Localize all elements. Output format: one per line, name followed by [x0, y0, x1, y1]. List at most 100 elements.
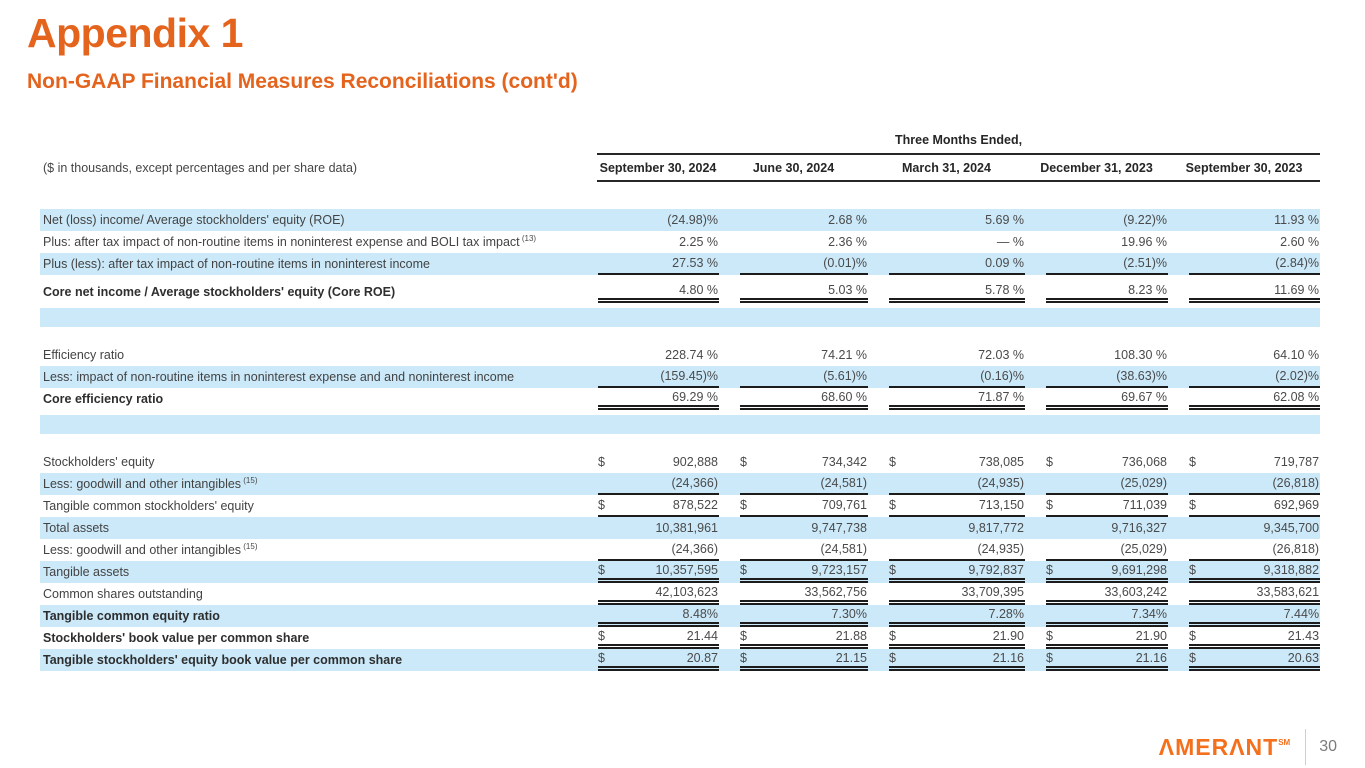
cell-value: 2.68 % [828, 213, 867, 227]
cell-value: 21.16 [1135, 650, 1167, 665]
table-row: Core efficiency ratio 69.29 % 68.60 % 71.87… [40, 388, 1321, 413]
table-row: Stockholders' equity $902,888 $734,342 $738… [40, 451, 1321, 473]
cell-value: 9,716,327 [1111, 521, 1167, 535]
cell-value: 0.09 % [985, 256, 1024, 270]
page-title: Appendix 1 [27, 10, 243, 56]
cell-value: (24,935) [977, 476, 1024, 490]
dollar-sign: $ [889, 562, 896, 577]
value-cell: $709,761 [719, 495, 868, 517]
cell-value: 33,603,242 [1104, 584, 1167, 599]
cell-value: 7.30% [831, 606, 867, 621]
value-cell: 7.44% [1168, 605, 1321, 627]
row-label: Tangible common stockholders' equity [40, 495, 597, 517]
dollar-sign: $ [889, 628, 896, 643]
value-cell [597, 410, 719, 434]
footnote-reference: (15) [241, 476, 258, 486]
row-label-text: Stockholders' equity [43, 455, 155, 469]
value-cell [868, 303, 1025, 327]
cell-value: 72.03 % [978, 348, 1024, 362]
blank-row [40, 410, 1321, 434]
cell-value: (25,029) [1120, 542, 1167, 556]
value-cell [597, 303, 719, 327]
row-label-text: Less: goodwill and other intangibles [43, 477, 242, 492]
cell-value: (38.63)% [1116, 369, 1167, 383]
value-cell: 2.60 % [1168, 231, 1321, 253]
cell-value: 62.08 % [1273, 389, 1320, 404]
cell-value: (0.16)% [980, 369, 1024, 383]
value-cell: 11.93 % [1168, 209, 1321, 231]
dollar-sign: $ [598, 650, 605, 665]
table-row: Plus: after tax impact of non-routine it… [40, 231, 1321, 253]
value-cell: 4.80 % [597, 275, 719, 306]
value-cell: (2.84)% [1168, 253, 1321, 278]
cell-value: 8.48% [682, 606, 718, 621]
cell-value: 9,318,882 [1263, 562, 1320, 577]
table-row: Tangible common stockholders' equity $878… [40, 495, 1321, 517]
value-cell: $9,691,298 [1025, 561, 1168, 583]
cell-value: 7.28% [988, 606, 1024, 621]
row-label-text: Common shares outstanding [43, 587, 203, 601]
row-label-text: Tangible stockholders' equity book value… [43, 653, 403, 667]
cell-value: 21.88 [835, 628, 867, 643]
table-row: Less: goodwill and other intangibles (15… [40, 473, 1321, 495]
cell-value: 21.90 [1135, 628, 1167, 643]
cell-value: 42,103,623 [655, 584, 718, 599]
value-cell: $21.16 [1025, 649, 1168, 671]
cell-value: 21.15 [835, 650, 867, 665]
value-cell: $9,792,837 [868, 561, 1025, 583]
cell-value: (24.98)% [667, 213, 718, 227]
cell-value: 2.60 % [1280, 235, 1320, 249]
cell-value: 2.25 % [679, 235, 718, 249]
value-cell: 33,583,621 [1168, 583, 1321, 605]
column-header: September 30, 2023 [1168, 154, 1321, 182]
value-cell: (24,366) [597, 473, 719, 495]
row-label: Efficiency ratio [40, 344, 597, 366]
group-header-row: Three Months Ended, [40, 128, 1321, 155]
row-label: Less: impact of non-routine items in non… [40, 366, 597, 388]
value-cell: — % [868, 231, 1025, 253]
cell-value: 9,345,700 [1263, 521, 1320, 535]
value-cell: (2.51)% [1025, 253, 1168, 278]
cell-value: 5.03 % [828, 282, 867, 297]
dollar-sign: $ [1189, 562, 1196, 577]
value-cell: 2.36 % [719, 231, 868, 253]
value-cell: 108.30 % [1025, 344, 1168, 366]
cell-value: 33,709,395 [961, 584, 1024, 599]
dollar-sign: $ [740, 455, 747, 469]
page-number: 30 [1319, 738, 1337, 755]
value-cell: $21.43 [1168, 627, 1321, 649]
value-cell: 27.53 % [597, 253, 719, 278]
value-cell: 74.21 % [719, 344, 868, 366]
value-cell [1168, 303, 1321, 327]
cell-value: 11.93 % [1274, 213, 1320, 227]
row-label: Less: goodwill and other intangibles (15… [40, 473, 597, 495]
column-header: June 30, 2024 [719, 154, 868, 182]
value-cell: $21.16 [868, 649, 1025, 671]
cell-value: 5.78 % [985, 282, 1024, 297]
cell-value: 734,342 [821, 455, 867, 469]
empty-cell [40, 128, 597, 154]
row-label: Tangible assets [40, 561, 597, 583]
footnote-reference: (13) [519, 234, 537, 244]
row-label-text: Less: goodwill and other intangibles [43, 543, 242, 558]
column-header-row: ($ in thousands, except percentages and … [40, 154, 1321, 182]
row-label: Common shares outstanding [40, 583, 597, 605]
dollar-sign: $ [1189, 650, 1196, 665]
section-gap [40, 434, 1321, 451]
column-header: September 30, 2024 [597, 154, 719, 182]
cell-value: 8.23 % [1128, 282, 1167, 297]
cell-value: — % [996, 235, 1024, 249]
row-label-text: Efficiency ratio [43, 348, 125, 362]
dollar-sign: $ [1189, 498, 1196, 512]
table-row: Efficiency ratio 228.74 % 74.21 % 72.03 % 10… [40, 344, 1321, 366]
value-cell: 9,716,327 [1025, 517, 1168, 539]
dollar-sign: $ [1046, 498, 1053, 512]
value-cell: 64.10 % [1168, 344, 1321, 366]
value-cell: 228.74 % [597, 344, 719, 366]
cell-value: 33,562,756 [804, 584, 867, 599]
table-row: Stockholders' book value per common shar… [40, 627, 1321, 649]
section-gap [40, 327, 1321, 344]
cell-value: 11.69 % [1274, 282, 1320, 297]
row-label: Plus: after tax impact of non-routine it… [40, 231, 597, 253]
cell-value: 64.10 % [1273, 348, 1320, 362]
